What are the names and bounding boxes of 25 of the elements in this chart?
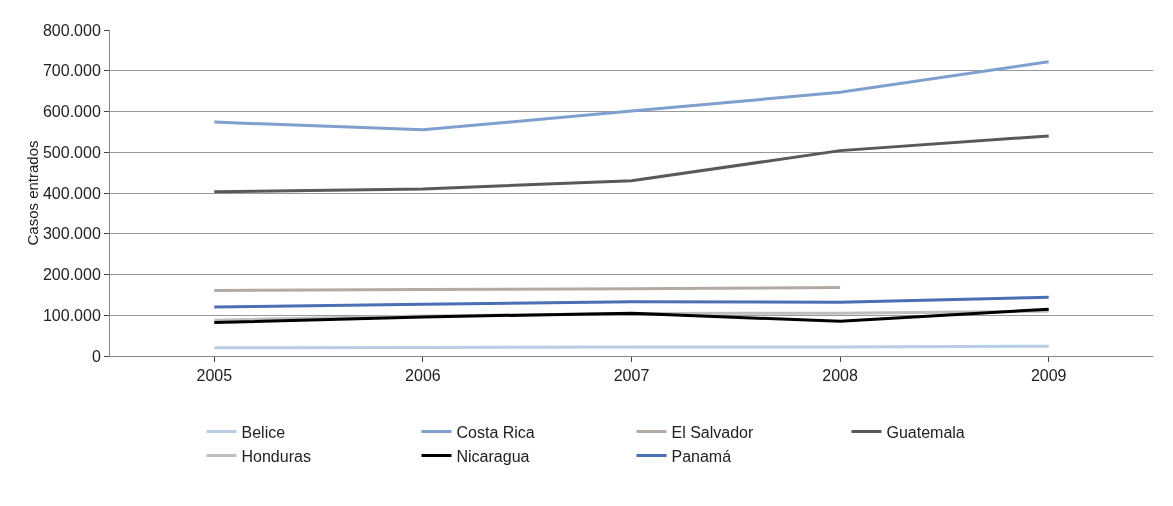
legend-label: El Salvador bbox=[671, 423, 754, 441]
y-tick-label: 200.000 bbox=[42, 266, 101, 284]
x-tick-label: 2006 bbox=[405, 367, 441, 385]
y-tick-label: 700.000 bbox=[42, 62, 101, 80]
y-tick-label: 400.000 bbox=[42, 184, 101, 202]
y-axis-title: Casos entrados bbox=[23, 140, 41, 246]
x-tick-label: 2008 bbox=[822, 367, 858, 385]
line-series bbox=[212, 295, 1051, 309]
x-tick-label: 2007 bbox=[613, 367, 650, 385]
x-tick-label: 2005 bbox=[196, 367, 233, 385]
y-tick-label: 600.000 bbox=[42, 103, 101, 121]
line-series bbox=[212, 134, 1051, 194]
legend-label: Honduras bbox=[241, 447, 311, 465]
y-tick-label: 300.000 bbox=[42, 225, 101, 243]
legend-label: Costa Rica bbox=[456, 423, 535, 441]
x-tick-label: 2009 bbox=[1030, 367, 1067, 385]
y-tick-label: 0 bbox=[91, 347, 101, 365]
legend-label: Nicaragua bbox=[456, 447, 530, 465]
y-tick-label: 800.000 bbox=[42, 21, 101, 39]
legend-label: Belice bbox=[241, 423, 286, 441]
y-tick-label: 100.000 bbox=[42, 306, 101, 324]
legend-label: Panamá bbox=[671, 447, 732, 465]
y-tick-label: 500.000 bbox=[42, 143, 101, 161]
legend-label: Guatemala bbox=[886, 423, 965, 441]
line-series bbox=[212, 60, 1051, 132]
